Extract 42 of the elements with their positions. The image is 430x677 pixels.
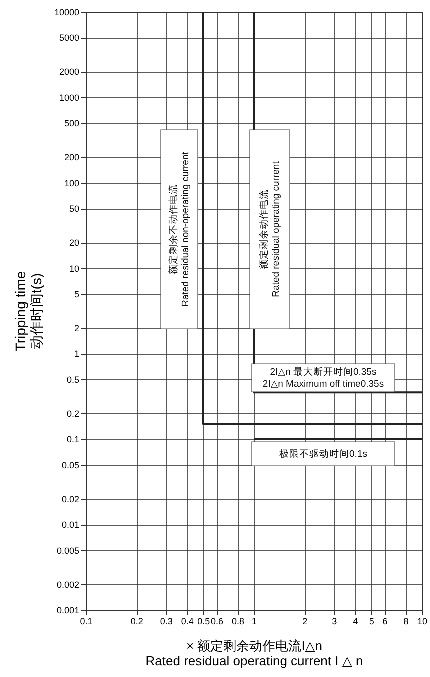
y-tick-label: 2 (74, 324, 80, 334)
y-tick-label: 5000 (59, 33, 80, 44)
y-tick-label: 0.1 (66, 434, 80, 445)
y-tick-label: 5 (74, 290, 80, 300)
annotation: 2I△n 最大断开时间0.35s 2I△n Maximum off time0.35s (262, 366, 384, 390)
x-tick-label: 1 (252, 616, 258, 626)
y-tick-label: 200 (64, 152, 80, 163)
y-tick-label: 0.05 (62, 460, 80, 470)
y-tick-label: 100 (64, 178, 80, 188)
x-tick-label: 0.8 (232, 616, 244, 626)
x-tick-label: 10 (417, 616, 428, 626)
y-tick-label: 1000 (59, 92, 80, 103)
y-tick-label: 0.01 (62, 520, 80, 530)
x-tick-label: 4 (353, 616, 358, 626)
y-tick-label: 500 (64, 118, 80, 129)
y-tick-label: 10000 (54, 8, 80, 18)
y-tick-label: 50 (69, 204, 80, 214)
y-tick-label: 2000 (59, 67, 80, 78)
y-tick-label: 10 (69, 264, 80, 274)
annotation: 额定剩余动作电流 Rated residual operating current (258, 161, 282, 298)
y-tick-label: 0.002 (56, 580, 80, 590)
annotation: 极限不驱动时间0.1s (278, 448, 368, 460)
y-tick-label: 0.2 (66, 408, 80, 419)
x-axis-title: × 额定剩余动作电流I△n Rated residual operating current I △ n (146, 638, 364, 668)
y-tick-label: 1 (74, 349, 80, 360)
y-tick-label: 0.02 (62, 494, 80, 504)
x-tick-label: 0.4 (181, 616, 194, 626)
y-tick-label: 0.005 (56, 546, 80, 556)
x-tick-label: 0.6 (210, 616, 224, 626)
x-tick-label: 2 (302, 616, 308, 626)
x-tick-label: 0.5 (198, 616, 210, 626)
x-tick-label: 6 (382, 616, 388, 626)
y-tick-label: 0.5 (66, 374, 80, 385)
x-tick-label: 3 (332, 616, 338, 626)
y-tick-label: 0.001 (56, 606, 80, 616)
x-tick-label: 5 (369, 616, 374, 626)
y-tick-label: 20 (69, 238, 80, 248)
x-tick-label: 0.2 (130, 616, 144, 626)
y-axis-title: Tripping time 动作时间t(s) (12, 271, 44, 352)
x-tick-label: 8 (404, 616, 409, 626)
annotation: 额定剩余不动作电流 Rated residual non-operating current (168, 152, 192, 307)
x-tick-label: 0.3 (160, 616, 173, 626)
